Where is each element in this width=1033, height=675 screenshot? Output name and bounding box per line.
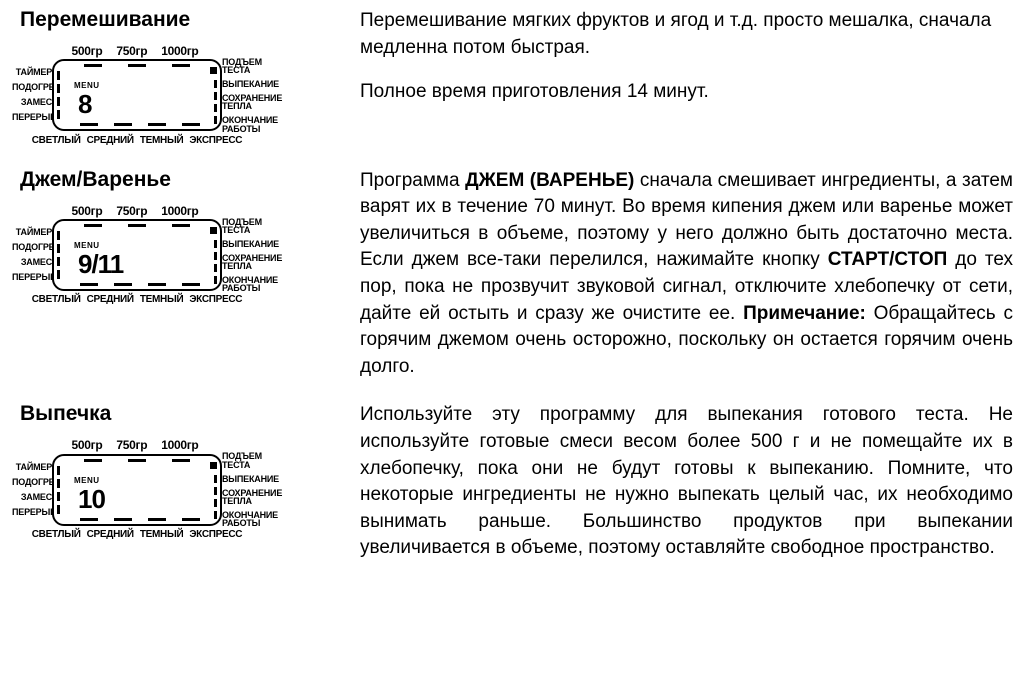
description: Программа ДЖЕМ (ВАРЕНЬЕ) сначала смешива… <box>360 168 1013 381</box>
lcd-display: 500гр 750гр 1000гр ТАЙМЕР ПОДОГРЕВ ЗАМЕС… <box>12 44 320 146</box>
lcd-screen: MENU 9/11 <box>52 219 222 291</box>
left-labels: ТАЙМЕР ПОДОГРЕВ ЗАМЕС ПЕРЕРЫВ <box>12 463 52 517</box>
section-jam: Джем/Варенье 500гр 750гр 1000гр ТАЙМЕР П… <box>20 168 1013 381</box>
weight-labels: 500гр 750гр 1000гр <box>50 44 220 58</box>
description-text: Используйте эту программу для выпекания … <box>360 402 1013 562</box>
lcd-screen: MENU 8 <box>52 59 222 131</box>
right-labels: ПОДЪЕМТЕСТА ВЫПЕКАНИЕ СОХРАНЕНИЕТЕПЛА ОК… <box>222 452 274 527</box>
menu-number: 10 <box>78 484 105 515</box>
lcd-screen: MENU 10 <box>52 454 222 526</box>
section-baking: Выпечка 500гр 750гр 1000гр ТАЙМЕР ПОДОГР… <box>20 402 1013 562</box>
description: Перемешивание мягких фруктов и ягод и т.… <box>360 8 1013 146</box>
crust-labels: СВЕТЛЫЙ СРЕДНИЙ ТЕМНЫЙ ЭКСПРЕСС <box>48 529 226 540</box>
menu-number: 8 <box>78 89 91 120</box>
left-column: Выпечка 500гр 750гр 1000гр ТАЙМЕР ПОДОГР… <box>20 402 320 562</box>
section-title: Перемешивание <box>20 8 320 32</box>
lcd-display: 500гр 750гр 1000гр ТАЙМЕР ПОДОГРЕВ ЗАМЕС… <box>12 204 320 306</box>
left-column: Джем/Варенье 500гр 750гр 1000гр ТАЙМЕР П… <box>20 168 320 381</box>
right-labels: ПОДЪЕМТЕСТА ВЫПЕКАНИЕ СОХРАНЕНИЕТЕПЛА ОК… <box>222 58 274 133</box>
right-labels: ПОДЪЕМТЕСТА ВЫПЕКАНИЕ СОХРАНЕНИЕТЕПЛА ОК… <box>222 218 274 293</box>
lcd-display: 500гр 750гр 1000гр ТАЙМЕР ПОДОГРЕВ ЗАМЕС… <box>12 438 320 540</box>
description-text: Полное время приготовления 14 минут. <box>360 79 1013 106</box>
section-title: Выпечка <box>20 402 320 426</box>
left-labels: ТАЙМЕР ПОДОГРЕВ ЗАМЕС ПЕРЕРЫВ <box>12 228 52 282</box>
crust-labels: СВЕТЛЫЙ СРЕДНИЙ ТЕМНЫЙ ЭКСПРЕСС <box>48 294 226 305</box>
description: Используйте эту программу для выпекания … <box>360 402 1013 562</box>
crust-labels: СВЕТЛЫЙ СРЕДНИЙ ТЕМНЫЙ ЭКСПРЕСС <box>48 135 226 146</box>
section-mixing: Перемешивание 500гр 750гр 1000гр ТАЙМЕР … <box>20 8 1013 146</box>
left-column: Перемешивание 500гр 750гр 1000гр ТАЙМЕР … <box>20 8 320 146</box>
section-title: Джем/Варенье <box>20 168 320 192</box>
weight-labels: 500гр 750гр 1000гр <box>50 438 220 452</box>
description-text: Перемешивание мягких фруктов и ягод и т.… <box>360 8 1013 61</box>
description-text: Программа ДЖЕМ (ВАРЕНЬЕ) сначала смешива… <box>360 168 1013 381</box>
weight-labels: 500гр 750гр 1000гр <box>50 204 220 218</box>
left-labels: ТАЙМЕР ПОДОГРЕВ ЗАМЕС ПЕРЕРЫВ <box>12 68 52 122</box>
menu-number: 9/11 <box>78 249 123 280</box>
